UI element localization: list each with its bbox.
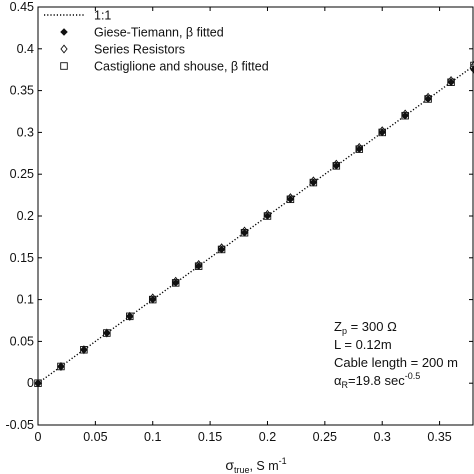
y-tick-label: 0.25 — [10, 167, 34, 181]
data-point — [34, 379, 42, 387]
data-point — [126, 312, 134, 321]
annotation-line: L = 0.12m — [334, 337, 392, 352]
y-tick-label: 0.05 — [10, 334, 34, 348]
annotation-line: Zp = 300 Ω — [334, 319, 397, 336]
data-point — [57, 361, 65, 372]
y-tick-label: 0.45 — [10, 0, 34, 14]
data-point — [80, 346, 88, 354]
data-point — [103, 329, 111, 337]
legend-entry: Castiglione and shouse, β fitted — [94, 60, 269, 74]
x-tick-label: 0.05 — [83, 430, 107, 444]
data-point — [103, 329, 111, 337]
data-point — [148, 295, 157, 304]
data-point — [217, 245, 226, 254]
data-point — [286, 195, 295, 204]
data-point — [80, 345, 88, 355]
data-point — [126, 311, 134, 321]
data-point — [57, 362, 65, 371]
data-point — [171, 279, 180, 287]
data-point — [470, 61, 474, 70]
y-tick-label: 0.1 — [17, 293, 34, 307]
data-point — [34, 379, 42, 387]
data-point — [378, 128, 386, 137]
data-point — [447, 78, 455, 86]
annotation-line: αR=19.8 sec-0.5 — [334, 371, 420, 390]
data-point — [240, 228, 249, 237]
y-tick-label: 0 — [27, 376, 34, 390]
legend-entry: Series Resistors — [94, 43, 185, 57]
y-tick-label: -0.05 — [6, 418, 35, 432]
plot-area: 0 0.05 0.1 0.15 0.2 0.25 0.3 0.35-0.0500.050.10… — [6, 0, 474, 444]
series-line-1to1 — [37, 64, 474, 384]
y-tick-label: 0.2 — [17, 209, 34, 223]
y-tick-label: 0.35 — [10, 84, 34, 98]
data-point — [126, 312, 134, 321]
data-point — [103, 328, 111, 338]
data-point — [34, 378, 42, 388]
legend-entry: Giese-Tiemann, β fitted — [94, 26, 224, 40]
x-tick-label: 0.15 — [198, 430, 222, 444]
x-tick-label: 0.1 — [144, 430, 161, 444]
x-axis-label: σtrue, S m-1 — [225, 456, 286, 474]
legend-entry: 1:1 — [94, 9, 111, 23]
annotation-line: Cable length = 200 m — [334, 355, 458, 370]
data-point — [424, 95, 432, 103]
y-tick-label: 0.3 — [17, 125, 34, 139]
y-tick-label: 0.4 — [17, 42, 34, 56]
data-point — [80, 345, 88, 354]
legend-swatch-marker — [60, 28, 68, 36]
data-point — [263, 212, 272, 220]
y-tick-label: 0.15 — [10, 251, 34, 265]
data-point — [355, 145, 364, 153]
data-point — [57, 362, 65, 371]
x-tick-label: 0.25 — [313, 430, 337, 444]
legend-swatch-marker — [60, 44, 68, 54]
data-point — [194, 262, 203, 270]
data-marks — [34, 60, 474, 388]
x-tick-label: 0.2 — [259, 430, 276, 444]
data-point — [470, 60, 474, 71]
legend-swatch-marker — [60, 62, 68, 70]
data-point — [401, 111, 409, 120]
annotation-box: Zp = 300 ΩL = 0.12m Cable length = 200 mα… — [334, 319, 458, 390]
legend: 1:1 Giese-Tiemann, β fitted Series Resisto… — [44, 9, 269, 74]
data-point — [309, 178, 318, 187]
x-tick-label: 0.35 — [427, 430, 451, 444]
data-point — [332, 162, 341, 170]
x-tick-label: 0 — [35, 430, 42, 444]
x-tick-label: 0.3 — [374, 430, 391, 444]
